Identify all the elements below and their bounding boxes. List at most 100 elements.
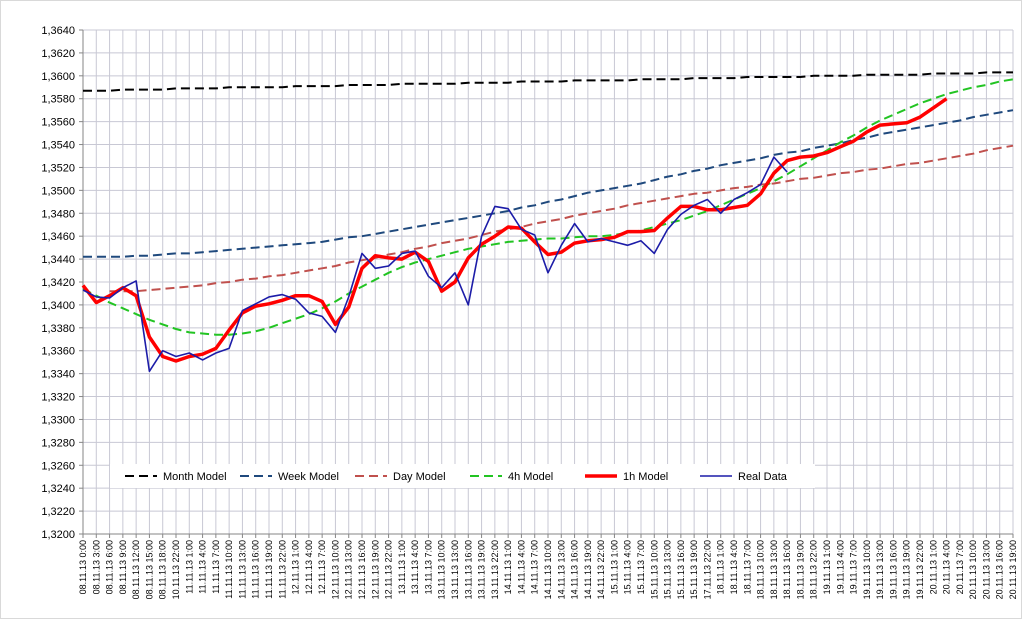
x-tick-label: 12.11.13 4:00 [304, 540, 314, 594]
x-tick-label: 15.11.13 13:00 [663, 540, 673, 599]
y-tick-label: 1,3440 [41, 254, 75, 266]
x-tick-label: 18.11.13 22:00 [809, 540, 819, 599]
y-tick-label: 1,3300 [41, 414, 75, 426]
y-tick-label: 1,3580 [41, 94, 75, 106]
x-tick-label: 17.11.13 22:00 [702, 540, 712, 599]
x-tick-label: 19.11.13 7:00 [849, 540, 859, 594]
series-line [82, 156, 788, 373]
x-tick-label: 20.11.13 7:00 [955, 540, 965, 594]
x-tick-label: 08.11.13 15:00 [144, 540, 154, 599]
x-tick-label: 11.11.13 22:00 [277, 540, 287, 599]
x-tick-label: 20.11.13 1:00 [928, 540, 938, 594]
x-tick-label: 13.11.13 13:00 [450, 540, 460, 599]
y-tick-label: 1,3560 [41, 117, 75, 129]
series-line [109, 144, 1014, 293]
x-tick-label: 19.11.13 19:00 [902, 540, 912, 599]
x-tick-label: 08.11.13 3:00 [91, 540, 101, 594]
x-tick-label: 15.11.13 4:00 [623, 540, 633, 594]
series-line [82, 78, 1014, 336]
legend-label: Real Data [738, 471, 788, 483]
x-tick-label: 15.11.13 7:00 [636, 540, 646, 594]
y-tick-label: 1,3260 [41, 460, 75, 472]
x-tick-label: 14.11.13 1:00 [503, 540, 513, 594]
y-tick-label: 1,3400 [41, 300, 75, 312]
legend-label: Day Model [393, 471, 446, 483]
x-tick-label: 18.11.13 1:00 [716, 540, 726, 594]
x-tick-label: 15.11.13 16:00 [676, 540, 686, 599]
x-tick-label: 12.11.13 19:00 [370, 540, 380, 599]
x-tick-label: 12.11.13 22:00 [384, 540, 394, 599]
x-tick-label: 14.11.13 10:00 [543, 540, 553, 599]
x-tick-label: 19.11.13 1:00 [822, 540, 832, 594]
x-tick-label: 18.11.13 19:00 [795, 540, 805, 599]
x-tick-label: 13.11.13 16:00 [463, 540, 473, 599]
x-tick-label: 18.11.13 4:00 [729, 540, 739, 594]
x-tick-label: 11.11.13 4:00 [198, 540, 208, 594]
x-tick-label: 13.11.13 19:00 [477, 540, 487, 599]
x-tick-label: 20.11.13 13:00 [981, 540, 991, 599]
y-tick-label: 1,3540 [41, 140, 75, 152]
x-tick-label: 18.11.13 13:00 [769, 540, 779, 599]
x-tick-label: 19.11.13 22:00 [915, 540, 925, 599]
x-tick-label: 08.11.13 18:00 [158, 540, 168, 599]
y-tick-label: 1,3240 [41, 483, 75, 495]
x-tick-label: 14.11.13 4:00 [516, 540, 526, 594]
series-line [83, 71, 1013, 92]
x-tick-label: 12.11.13 13:00 [344, 540, 354, 599]
y-tick-label: 1,3520 [41, 162, 75, 174]
x-tick-label: 19.11.13 10:00 [862, 540, 872, 599]
y-tick-label: 1,3280 [41, 437, 75, 449]
y-tick-label: 1,3340 [41, 369, 75, 381]
x-tick-label: 18.11.13 7:00 [742, 540, 752, 594]
y-tick-label: 1,3220 [41, 506, 75, 518]
x-tick-label: 14.11.13 7:00 [530, 540, 540, 594]
x-tick-label: 13.11.13 10:00 [437, 540, 447, 599]
y-tick-label: 1,3500 [41, 185, 75, 197]
x-tick-label: 20.11.13 4:00 [942, 540, 952, 594]
y-tick-label: 1,3600 [41, 71, 75, 83]
x-tick-label: 14.11.13 19:00 [583, 540, 593, 599]
x-tick-label: 12.11.13 1:00 [291, 540, 301, 594]
x-tick-label: 15.11.13 1:00 [609, 540, 619, 594]
x-tick-label: 19.11.13 16:00 [888, 540, 898, 599]
legend-label: 4h Model [508, 471, 553, 483]
y-tick-label: 1,3620 [41, 48, 75, 60]
y-tick-label: 1,3460 [41, 231, 75, 243]
x-tick-label: 15.11.13 10:00 [649, 540, 659, 599]
y-tick-label: 1,3380 [41, 323, 75, 335]
x-tick-label: 10.11.13 22:00 [171, 540, 181, 599]
x-tick-label: 13.11.13 1:00 [397, 540, 407, 594]
x-tick-label: 13.11.13 22:00 [490, 540, 500, 599]
x-tick-label: 12.11.13 7:00 [317, 540, 327, 594]
series-line [81, 97, 948, 363]
legend-label: Week Model [278, 471, 339, 483]
x-tick-label: 11.11.13 10:00 [224, 540, 234, 599]
x-tick-label: 20.11.13 16:00 [995, 540, 1005, 599]
x-tick-label: 13.11.13 4:00 [410, 540, 420, 594]
x-tick-label: 11.11.13 7:00 [211, 540, 221, 594]
legend-box [110, 464, 815, 488]
x-tick-label: 11.11.13 13:00 [237, 540, 247, 599]
x-tick-label: 18.11.13 16:00 [782, 540, 792, 599]
y-tick-label: 1,3480 [41, 208, 75, 220]
legend-label: Month Model [163, 471, 227, 483]
x-tick-label: 13.11.13 7:00 [423, 540, 433, 594]
y-tick-label: 1,3640 [41, 25, 75, 37]
y-tick-label: 1,3420 [41, 277, 75, 289]
x-tick-label: 15.11.13 19:00 [689, 540, 699, 599]
x-tick-label: 20.11.13 10:00 [968, 540, 978, 599]
legend: Month Model Week Model Day Model 4h Model 1h… [110, 464, 815, 488]
y-tick-label: 1,3360 [41, 346, 75, 358]
x-tick-label: 19.11.13 4:00 [835, 540, 845, 594]
legend-label: 1h Model [623, 471, 668, 483]
y-tick-label: 1,3320 [41, 392, 75, 404]
x-tick-label: 08.11.13 6:00 [105, 540, 115, 594]
x-tick-label: 14.11.13 13:00 [556, 540, 566, 599]
x-tick-label: 19.11.13 13:00 [875, 540, 885, 599]
x-tick-label: 08.11.13 0:00 [78, 540, 88, 594]
x-tick-label: 11.11.13 19:00 [264, 540, 274, 599]
y-tick-label: 1,3200 [41, 529, 75, 541]
